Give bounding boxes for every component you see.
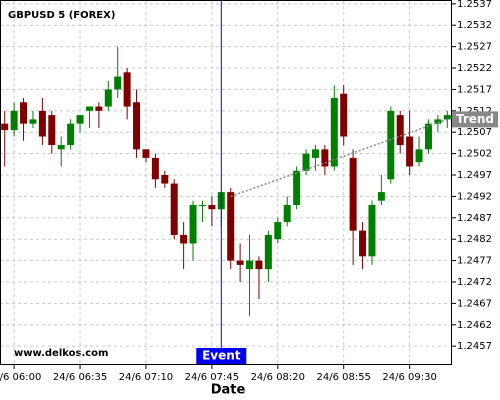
candle-body: [161, 175, 169, 184]
candle-body: [133, 102, 141, 150]
candle-body: [123, 72, 131, 107]
candle-body: [274, 222, 282, 240]
candle-body: [48, 115, 56, 146]
plot-area: [0, 0, 452, 365]
candle-body: [377, 192, 385, 201]
candle-body: [151, 157, 159, 180]
y-tick-label: 1.2502: [457, 149, 492, 160]
candle-body: [170, 183, 178, 235]
candle-body: [29, 119, 37, 124]
candle-body: [10, 110, 18, 131]
candle-body: [434, 119, 442, 124]
y-tick-label: 1.2517: [457, 84, 492, 95]
candle-body: [368, 204, 376, 257]
candle-body: [198, 204, 206, 206]
candle-body: [406, 136, 414, 167]
candle-body: [67, 123, 75, 146]
candle-body: [104, 89, 112, 107]
candle-body: [38, 110, 46, 137]
y-tick-label: 1.2487: [457, 213, 492, 224]
y-tick-label: 1.2477: [457, 256, 492, 267]
y-tick-label: 1.2507: [457, 127, 492, 138]
candle-body: [424, 123, 432, 150]
y-tick-label: 1.2457: [457, 341, 492, 352]
watermark: www.delkos.com: [14, 348, 108, 359]
y-tick-label: 1.2527: [457, 42, 492, 53]
y-tick-label: 1.2522: [457, 63, 492, 74]
candle-body: [227, 192, 235, 261]
y-tick-label: 1.2472: [457, 277, 492, 288]
candle-body: [208, 204, 216, 210]
candle-body: [189, 204, 197, 244]
event-label: Event: [202, 349, 241, 363]
x-tick-label: 24/6 08:20: [251, 372, 305, 383]
x-tick-label: 24/6 08:55: [316, 372, 370, 383]
candle-body: [359, 230, 367, 257]
candle-body: [85, 106, 93, 111]
candle-body: [330, 97, 338, 167]
candle-body: [340, 93, 348, 137]
candle-body: [20, 102, 28, 124]
x-tick-label: 24/6 07:10: [119, 372, 173, 383]
y-tick-label: 1.2532: [457, 20, 492, 31]
candle-body: [180, 234, 188, 244]
candle-body: [283, 204, 291, 223]
trend-label-box: [452, 111, 498, 128]
y-tick-label: 1.2492: [457, 191, 492, 202]
candle-body: [415, 149, 423, 163]
candle-body: [76, 115, 84, 124]
candle-body: [321, 149, 329, 167]
plot-border: [0, 0, 452, 365]
candle-body: [387, 110, 395, 180]
y-tick-label: 1.2482: [457, 234, 492, 245]
candle-body: [246, 260, 254, 270]
trend-label: Trend: [456, 112, 494, 126]
candle-body: [349, 157, 357, 231]
candle-body: [1, 123, 9, 131]
candle-body: [302, 153, 310, 171]
candle-body: [114, 76, 122, 90]
x-tick-label: 24/6 09:30: [382, 372, 436, 383]
candle-body: [311, 149, 319, 158]
y-tick-label: 1.2462: [457, 320, 492, 331]
candle-body: [264, 234, 272, 270]
x-tick-label: 24/6 06:00: [0, 372, 41, 383]
candle-body: [57, 145, 65, 150]
x-axis-label: Date: [211, 383, 246, 398]
x-tick-label: 24/6 07:45: [185, 372, 239, 383]
y-tick-label: 1.2512: [457, 106, 492, 117]
candle-body: [236, 260, 244, 265]
chart-title: GBPUSD 5 (FOREX): [8, 10, 115, 21]
x-tick-label: 24/6 06:35: [53, 372, 107, 383]
candle-body: [95, 106, 103, 111]
candle-body: [396, 115, 404, 146]
candle-body: [142, 149, 150, 158]
candle-body: [293, 170, 301, 205]
y-tick-label: 1.2497: [457, 170, 492, 181]
y-tick-label: 1.2537: [457, 0, 492, 10]
event-label-box: [196, 348, 247, 364]
candle-body: [443, 115, 451, 120]
candle-body: [255, 260, 263, 270]
y-tick-label: 1.2467: [457, 298, 492, 309]
